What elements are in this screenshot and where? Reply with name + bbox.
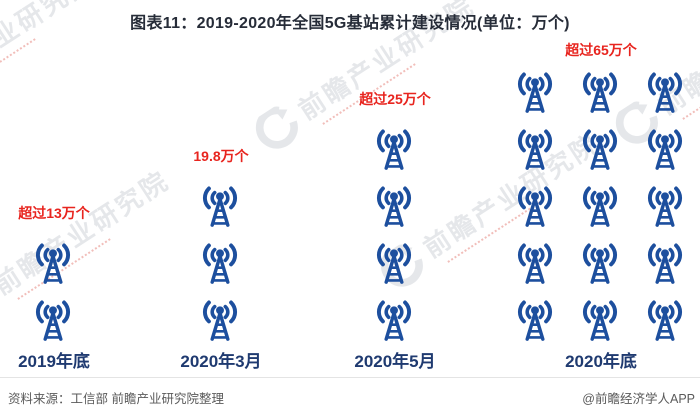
broadcast-tower-icon (647, 243, 683, 284)
broadcast-tower-icon (647, 186, 683, 227)
value-label: 超过25万个 (359, 91, 431, 107)
value-label: 19.8万个 (193, 148, 249, 164)
tower-icon-group (371, 125, 419, 346)
credit-text: @前瞻经济学人APP (582, 392, 695, 406)
value-label: 超过65万个 (565, 42, 637, 58)
pictogram-chart: 超过13万个 2019年底 (0, 40, 700, 372)
broadcast-tower-icon (517, 300, 553, 341)
broadcast-tower-icon (582, 243, 618, 284)
category-label: 2020年5月 (354, 352, 436, 371)
footer-divider (0, 377, 700, 378)
broadcast-tower-icon (517, 243, 553, 284)
broadcast-tower-icon (647, 72, 683, 113)
broadcast-tower-icon (582, 300, 618, 341)
broadcast-tower-icon (582, 186, 618, 227)
broadcast-tower-icon (202, 243, 238, 284)
pictogram-column-2020-05: 超过25万个 (336, 89, 454, 372)
data-source-text: 资料来源：工信部 前瞻产业研究院整理 (8, 392, 224, 406)
broadcast-tower-icon (517, 129, 553, 170)
category-label: 2020年3月 (180, 352, 262, 371)
pictogram-column-2020-03: 19.8万个 (166, 146, 276, 372)
category-label: 2019年底 (18, 352, 90, 371)
pictogram-column-2020-end: 超过65万个 (503, 40, 699, 372)
broadcast-tower-icon (376, 243, 412, 284)
pictogram-column-2019: 超过13万个 2019年底 (4, 203, 104, 372)
broadcast-tower-icon (202, 300, 238, 341)
broadcast-tower-icon (517, 186, 553, 227)
broadcast-tower-icon (35, 243, 71, 284)
broadcast-tower-icon (202, 186, 238, 227)
broadcast-tower-icon (647, 129, 683, 170)
broadcast-tower-icon (582, 129, 618, 170)
broadcast-tower-icon (376, 300, 412, 341)
tower-icon-group (30, 239, 78, 346)
broadcast-tower-icon (582, 72, 618, 113)
tower-icon-group (197, 182, 245, 346)
tower-icon-group (512, 68, 690, 346)
category-label: 2020年底 (565, 352, 637, 371)
broadcast-tower-icon (376, 129, 412, 170)
page-title: 图表11：2019-2020年全国5G基站累计建设情况(单位：万个) (130, 15, 570, 32)
broadcast-tower-icon (647, 300, 683, 341)
broadcast-tower-icon (35, 300, 71, 341)
value-label: 超过13万个 (18, 205, 90, 221)
broadcast-tower-icon (376, 186, 412, 227)
broadcast-tower-icon (517, 72, 553, 113)
